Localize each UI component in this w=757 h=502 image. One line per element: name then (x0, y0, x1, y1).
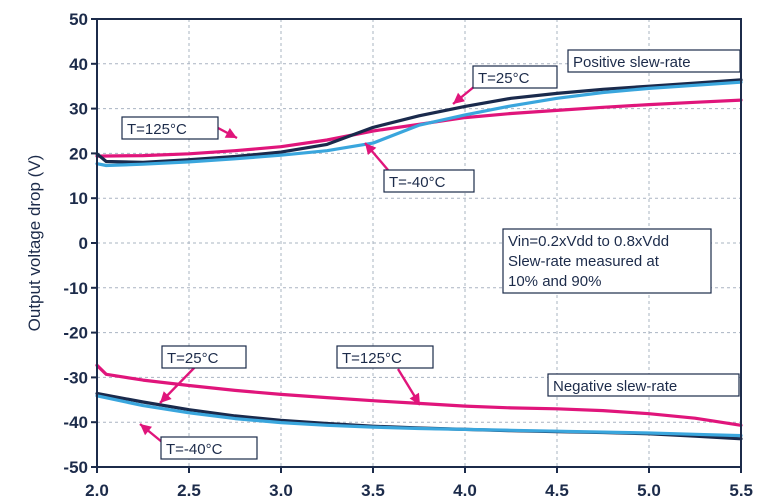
label-negative-slew-rate-box (547, 373, 740, 397)
y-tick-label: 0 (79, 234, 88, 253)
y-tick-label: -30 (63, 368, 88, 387)
label-neg-t125-box (336, 345, 434, 369)
y-tick-label: -20 (63, 324, 88, 343)
label-pos-t125-box (121, 116, 219, 140)
series-lines (95, 78, 743, 441)
x-tick-label: 3.0 (269, 481, 293, 500)
label-neg-t125-text: T=125°C (342, 350, 402, 367)
y-tick-label: 20 (69, 144, 88, 163)
label-neg-t25-text: T=25°C (167, 350, 219, 367)
y-tick-label: 30 (69, 100, 88, 119)
arrow-pos-tm40-head (365, 143, 377, 155)
label-neg-tm40-text: T=-40°C (166, 441, 223, 458)
label-neg-t25-box (161, 345, 247, 369)
label-pos-t125-text: T=125°C (127, 121, 187, 138)
label-neg-tm40: T=-40°C (160, 436, 258, 460)
label-positive-slew-rate-box (567, 49, 741, 73)
label-neg-t25: T=25°C (161, 345, 247, 369)
x-tick-label: 4.0 (453, 481, 477, 500)
label-pos-tm40-text: T=-40°C (389, 174, 446, 191)
arrow-pos-t125-head (224, 128, 237, 138)
series-positive-25C (95, 78, 743, 164)
series-negative-125C (95, 363, 743, 427)
label-positive-slew-rate-text: Positive slew-rate (573, 54, 691, 71)
y-tick-label: -40 (63, 413, 88, 432)
note-box-text: Vin=0.2xVdd to 0.8xVdd (508, 233, 669, 250)
x-tick-label: 4.5 (545, 481, 569, 500)
note-box: Vin=0.2xVdd to 0.8xVdd Slew-rate measured… (502, 228, 712, 294)
y-tick-label: 50 (69, 10, 88, 29)
x-tick-label: 2.5 (177, 481, 201, 500)
label-negative-slew-rate: Negative slew-rate (547, 373, 740, 397)
y-tick-label: -10 (63, 279, 88, 298)
annotation-arrows (139, 85, 476, 443)
label-neg-tm40-box (160, 436, 258, 460)
x-tick-label: 5.5 (729, 481, 753, 500)
label-pos-t25-text: T=25°C (478, 70, 530, 87)
label-pos-t25: T=25°C (472, 65, 558, 89)
label-pos-tm40-box (383, 169, 475, 193)
y-tick-label: 10 (69, 189, 88, 208)
y-axis-label: Output voltage drop (V) (25, 155, 44, 332)
annotation-labels: Positive slew-rate T=125°C T=25°C T=-40°C Vi… (121, 49, 741, 460)
arrow-neg-t125-head (409, 392, 420, 405)
x-tick-label: 2.0 (85, 481, 109, 500)
arrow-neg-t25-head (160, 391, 172, 403)
label-negative-slew-rate-text: Negative slew-rate (553, 378, 677, 395)
label-pos-tm40: T=-40°C (383, 169, 475, 193)
x-tick-label: 5.0 (637, 481, 661, 500)
series-positive--40C (95, 80, 743, 168)
label-pos-t25-box (472, 65, 558, 89)
note-box-text: 10% and 90% (508, 273, 601, 290)
y-tick-label: 40 (69, 55, 88, 74)
arrow-pos-t25-head (453, 92, 465, 104)
arrow-neg-tm40-head (140, 424, 152, 436)
label-pos-t125: T=125°C (121, 116, 219, 140)
x-tick-label: 3.5 (361, 481, 385, 500)
y-tick-label: -50 (63, 458, 88, 477)
note-box-text: Slew-rate measured at (508, 253, 660, 270)
axis-ticks: 50 40 30 20 10 0 -10 -20 -30 -40 -50 2.0 2.5 3.0 3.5 4.… (63, 10, 753, 500)
note-box-box (502, 228, 712, 294)
label-neg-t125: T=125°C (336, 345, 434, 369)
label-positive-slew-rate: Positive slew-rate (567, 49, 741, 73)
series-negative--40C (95, 394, 743, 438)
